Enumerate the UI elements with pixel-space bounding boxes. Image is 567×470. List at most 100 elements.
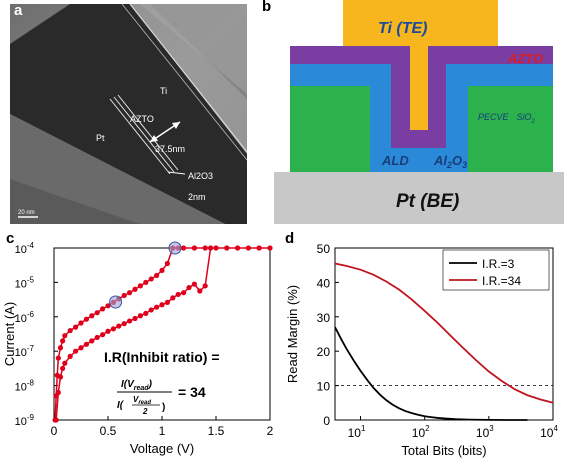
- data-point: [143, 310, 149, 316]
- y-tick-label: 0: [323, 414, 330, 428]
- data-point: [67, 327, 73, 334]
- data-point: [89, 338, 95, 344]
- inhibit-ratio-title: I.R(Inhibit ratio) =: [104, 349, 220, 365]
- y-tick-label: 20: [317, 345, 331, 359]
- data-point: [197, 288, 203, 294]
- data-point: [78, 345, 84, 351]
- tem-image: 20 nm Ti Pt AZTO 37.5nm Al2O3 2nm: [10, 3, 248, 224]
- ti-layer: [343, 0, 498, 130]
- data-point: [127, 290, 133, 296]
- data-point: [213, 245, 219, 251]
- data-point: [208, 245, 214, 251]
- data-point: [235, 245, 241, 251]
- al2o3-label: Al2O3: [188, 171, 213, 181]
- data-point: [154, 272, 160, 279]
- highlight-marker: [109, 295, 123, 309]
- data-point: [143, 279, 149, 285]
- data-point: [78, 320, 84, 326]
- data-point: [164, 299, 170, 305]
- data-point: [116, 323, 122, 329]
- data-point: [137, 313, 143, 319]
- data-point: [154, 304, 160, 310]
- azto-layer: [290, 46, 553, 148]
- ald-label: ALD: [381, 153, 409, 168]
- x-tick-label: 0: [51, 424, 58, 438]
- y-tick-label: 50: [317, 242, 331, 256]
- iv-chart: 0 0.5 1 1.5 2 10-9 10-8 10-7 10-6 10-5 10-4 Voltage…: [2, 241, 274, 456]
- al2o3-schematic-label: Al2O3: [433, 153, 467, 170]
- pt-layer: [274, 172, 564, 224]
- data-point: [57, 374, 64, 380]
- legend-box: [442, 249, 550, 291]
- data-point: [57, 345, 64, 351]
- device-schematic: Ti (TE) AZTO PECVE SiO2 ALD Al2O3 Pt (BE): [274, 0, 564, 224]
- data-point: [73, 324, 79, 330]
- y-axis-label: Read Margin (%): [285, 285, 300, 383]
- data-point: [159, 267, 165, 273]
- panel-c-label: c: [6, 230, 15, 247]
- al2o3-layer: [290, 64, 553, 172]
- data-point: [55, 355, 61, 361]
- panel-d-label: d: [285, 230, 295, 247]
- panel-c: 0 0.5 1 1.5 2 10-9 10-8 10-7 10-6 10-5 10-4 Voltage…: [0, 228, 283, 465]
- data-point: [73, 348, 79, 354]
- y-tick-label: 40: [317, 276, 331, 290]
- y-tick-label: 30: [317, 311, 331, 325]
- data-point: [60, 365, 66, 371]
- plot-frame: [334, 247, 554, 421]
- read-margin-curve: [334, 262, 554, 404]
- data-point: [100, 332, 106, 338]
- pt-label: Pt: [96, 133, 105, 143]
- data-point: [62, 360, 68, 366]
- data-point: [53, 417, 59, 423]
- data-point: [105, 303, 111, 309]
- x-tick-label: 101: [348, 424, 366, 440]
- formula-numerator: I(Vread): [121, 379, 153, 392]
- data-point: [186, 284, 192, 291]
- legend-entry: I.R.=3: [482, 257, 515, 271]
- data-point: [132, 286, 138, 292]
- panel-a-label: a: [14, 2, 23, 19]
- data-point: [170, 295, 176, 301]
- y-axis-label: Current (A): [2, 302, 17, 366]
- data-point: [94, 334, 100, 341]
- highlight-marker: [168, 241, 182, 255]
- data-point: [110, 326, 116, 332]
- data-point: [159, 302, 165, 308]
- y-tick-label: 10-9: [15, 413, 35, 428]
- formula-close: ): [162, 402, 165, 413]
- data-point: [202, 245, 208, 251]
- thickness-label: 37.5nm: [155, 144, 185, 154]
- data-point: [100, 306, 106, 312]
- y-tick-label: 10-8: [15, 379, 35, 394]
- data-point: [224, 245, 230, 251]
- x-tick-label: 1.5: [208, 424, 225, 438]
- data-point: [148, 276, 154, 282]
- iv-curve: [54, 247, 270, 421]
- data-point: [148, 307, 154, 313]
- al2o3-thickness-label: 2nm: [188, 192, 206, 202]
- data-point: [256, 245, 262, 251]
- data-point: [181, 290, 187, 296]
- data-point: [83, 316, 89, 322]
- legend: I.R.=3 I.R.=34: [442, 249, 550, 291]
- data-point: [245, 245, 251, 251]
- data-point: [121, 292, 127, 299]
- data-point: [175, 291, 181, 298]
- data-point: [267, 245, 273, 251]
- x-tick-label: 103: [476, 424, 494, 440]
- data-point: [89, 313, 95, 319]
- x-tick-label: 102: [412, 424, 430, 440]
- formula-denominator: I(: [117, 400, 125, 411]
- data-point: [60, 338, 66, 344]
- data-point: [202, 283, 208, 289]
- data-point: [132, 315, 138, 322]
- data-point: [55, 389, 61, 396]
- x-tick-label: 0.5: [100, 424, 117, 438]
- ti-te-label: Ti (TE): [378, 20, 427, 37]
- pt-be-label: Pt (BE): [396, 191, 459, 212]
- x-axis-label: Voltage (V): [130, 441, 194, 456]
- data-point: [67, 353, 73, 359]
- formula-inner-denominator: 2: [142, 407, 148, 416]
- legend-entry: I.R.=34: [482, 274, 521, 288]
